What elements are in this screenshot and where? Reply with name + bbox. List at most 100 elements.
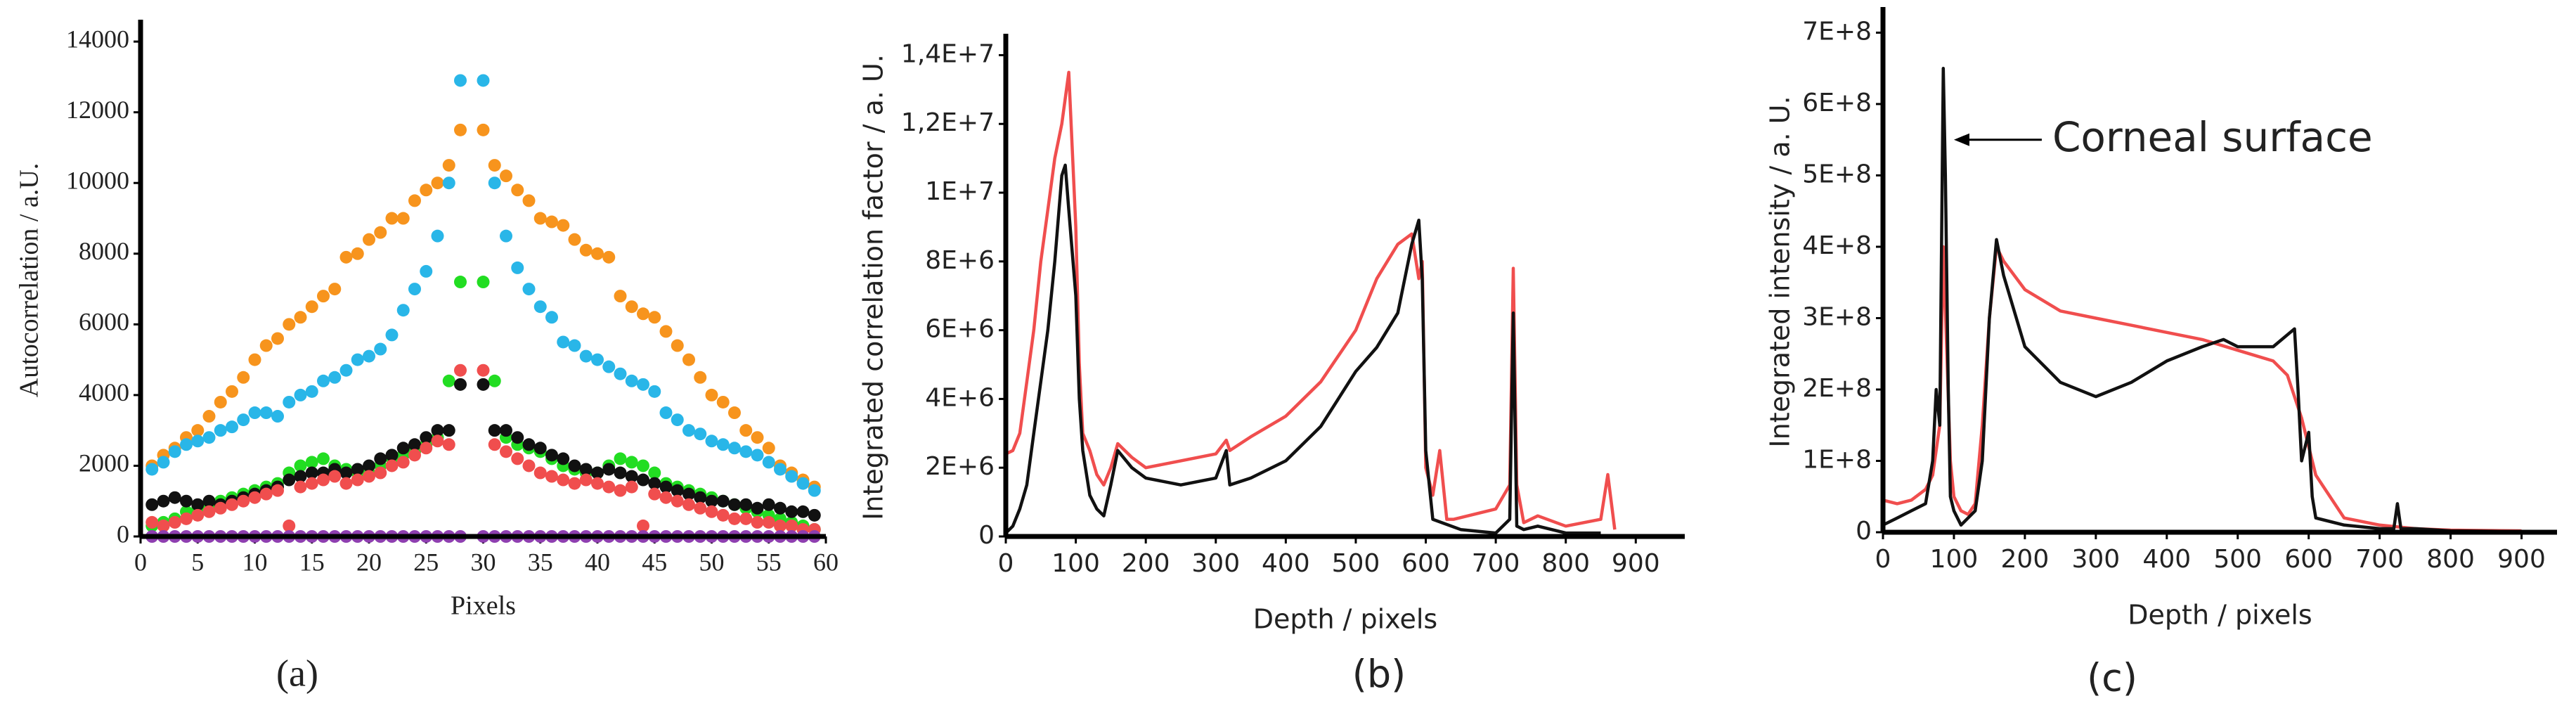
point bbox=[351, 473, 364, 487]
point bbox=[328, 283, 342, 296]
point bbox=[614, 367, 627, 380]
y-tick-label: 1E+8 bbox=[1802, 445, 1872, 474]
point bbox=[579, 349, 593, 363]
point bbox=[522, 438, 536, 451]
x-tick-label: 300 bbox=[2071, 545, 2120, 574]
point bbox=[363, 233, 375, 246]
x-axis-label: Depth / pixels bbox=[2128, 600, 2312, 631]
x-tick-label: 500 bbox=[1332, 549, 1380, 578]
x-tick-label: 40 bbox=[585, 548, 610, 576]
point bbox=[739, 424, 753, 437]
point bbox=[305, 466, 318, 480]
point bbox=[454, 276, 467, 289]
point bbox=[305, 477, 318, 490]
point bbox=[385, 328, 399, 342]
point bbox=[317, 374, 330, 387]
y-tick-label: 3E+8 bbox=[1802, 302, 1872, 331]
point bbox=[808, 484, 821, 497]
point bbox=[374, 452, 387, 465]
point bbox=[168, 445, 181, 458]
point bbox=[545, 470, 558, 483]
point bbox=[226, 498, 238, 511]
point bbox=[396, 212, 410, 225]
point bbox=[454, 364, 467, 377]
point bbox=[694, 501, 707, 515]
point bbox=[762, 442, 775, 455]
point bbox=[168, 491, 181, 504]
point bbox=[191, 424, 205, 437]
point bbox=[579, 473, 593, 487]
x-tick-label: 300 bbox=[1191, 549, 1240, 578]
point bbox=[259, 487, 273, 501]
point bbox=[305, 385, 318, 398]
point bbox=[557, 219, 570, 232]
panel-label: (c) bbox=[2087, 656, 2137, 700]
y-tick-label: 4E+6 bbox=[925, 383, 995, 412]
point bbox=[202, 410, 216, 423]
x-tick-label: 55 bbox=[756, 548, 782, 576]
point bbox=[511, 431, 524, 444]
y-tick-label: 1,2E+7 bbox=[901, 108, 995, 137]
point bbox=[716, 395, 730, 408]
point bbox=[420, 184, 433, 197]
point bbox=[396, 456, 410, 469]
point bbox=[671, 484, 684, 497]
point bbox=[191, 498, 205, 511]
point bbox=[545, 449, 558, 462]
point bbox=[374, 226, 387, 239]
point bbox=[157, 494, 170, 508]
point bbox=[511, 452, 524, 465]
panel-b: 0 2E+6 4E+6 6E+6 8E+6 1E+7 1,2E+7 1,4E+7 0 100 200… bbox=[858, 34, 1685, 697]
y-tick-label: 0 bbox=[1856, 517, 1872, 546]
y-tick-label: 12000 bbox=[66, 96, 129, 124]
y-tick-label: 4000 bbox=[79, 378, 129, 406]
panel-a: 0 2000 4000 6000 8000 10000 12000 14000 0 5 10 15 20… bbox=[15, 20, 839, 694]
point bbox=[614, 466, 627, 480]
y-tick-label: 1E+7 bbox=[925, 177, 995, 206]
point bbox=[739, 445, 753, 458]
point bbox=[500, 169, 512, 183]
annotation: Corneal surface bbox=[2052, 113, 2373, 161]
point bbox=[591, 466, 604, 480]
point bbox=[648, 487, 661, 501]
point bbox=[808, 508, 821, 522]
y-tick-label: 14000 bbox=[66, 25, 129, 53]
point bbox=[408, 283, 421, 296]
point bbox=[339, 466, 353, 480]
point bbox=[442, 424, 455, 437]
point bbox=[648, 477, 661, 490]
point bbox=[728, 406, 741, 420]
point bbox=[317, 473, 330, 487]
point bbox=[180, 494, 193, 508]
point bbox=[271, 484, 284, 497]
point bbox=[522, 194, 536, 207]
point bbox=[659, 325, 673, 338]
point bbox=[442, 176, 455, 190]
point bbox=[785, 470, 798, 483]
point bbox=[591, 353, 604, 366]
x-axis-label: Depth / pixels bbox=[1253, 604, 1437, 635]
y-axis-label: Integrated intensity / a. U. bbox=[1765, 96, 1796, 447]
point bbox=[339, 364, 353, 377]
point bbox=[751, 515, 764, 529]
point bbox=[716, 494, 730, 508]
point bbox=[716, 438, 730, 451]
point bbox=[408, 194, 421, 207]
point bbox=[283, 318, 296, 331]
point bbox=[396, 304, 410, 317]
point bbox=[796, 477, 810, 490]
point bbox=[533, 442, 547, 455]
point bbox=[488, 374, 501, 387]
point bbox=[202, 431, 216, 444]
point bbox=[762, 515, 775, 529]
panel-c: 0 1E+8 2E+8 3E+8 4E+8 5E+8 6E+8 7E+8 0 100 200 300 4… bbox=[1765, 7, 2557, 700]
point bbox=[682, 498, 695, 511]
point bbox=[705, 435, 718, 448]
point bbox=[420, 442, 433, 455]
point bbox=[625, 374, 638, 387]
point bbox=[751, 501, 764, 515]
point bbox=[145, 463, 159, 476]
point bbox=[591, 477, 604, 490]
x-tick-label: 200 bbox=[2001, 545, 2050, 574]
point bbox=[385, 449, 399, 462]
